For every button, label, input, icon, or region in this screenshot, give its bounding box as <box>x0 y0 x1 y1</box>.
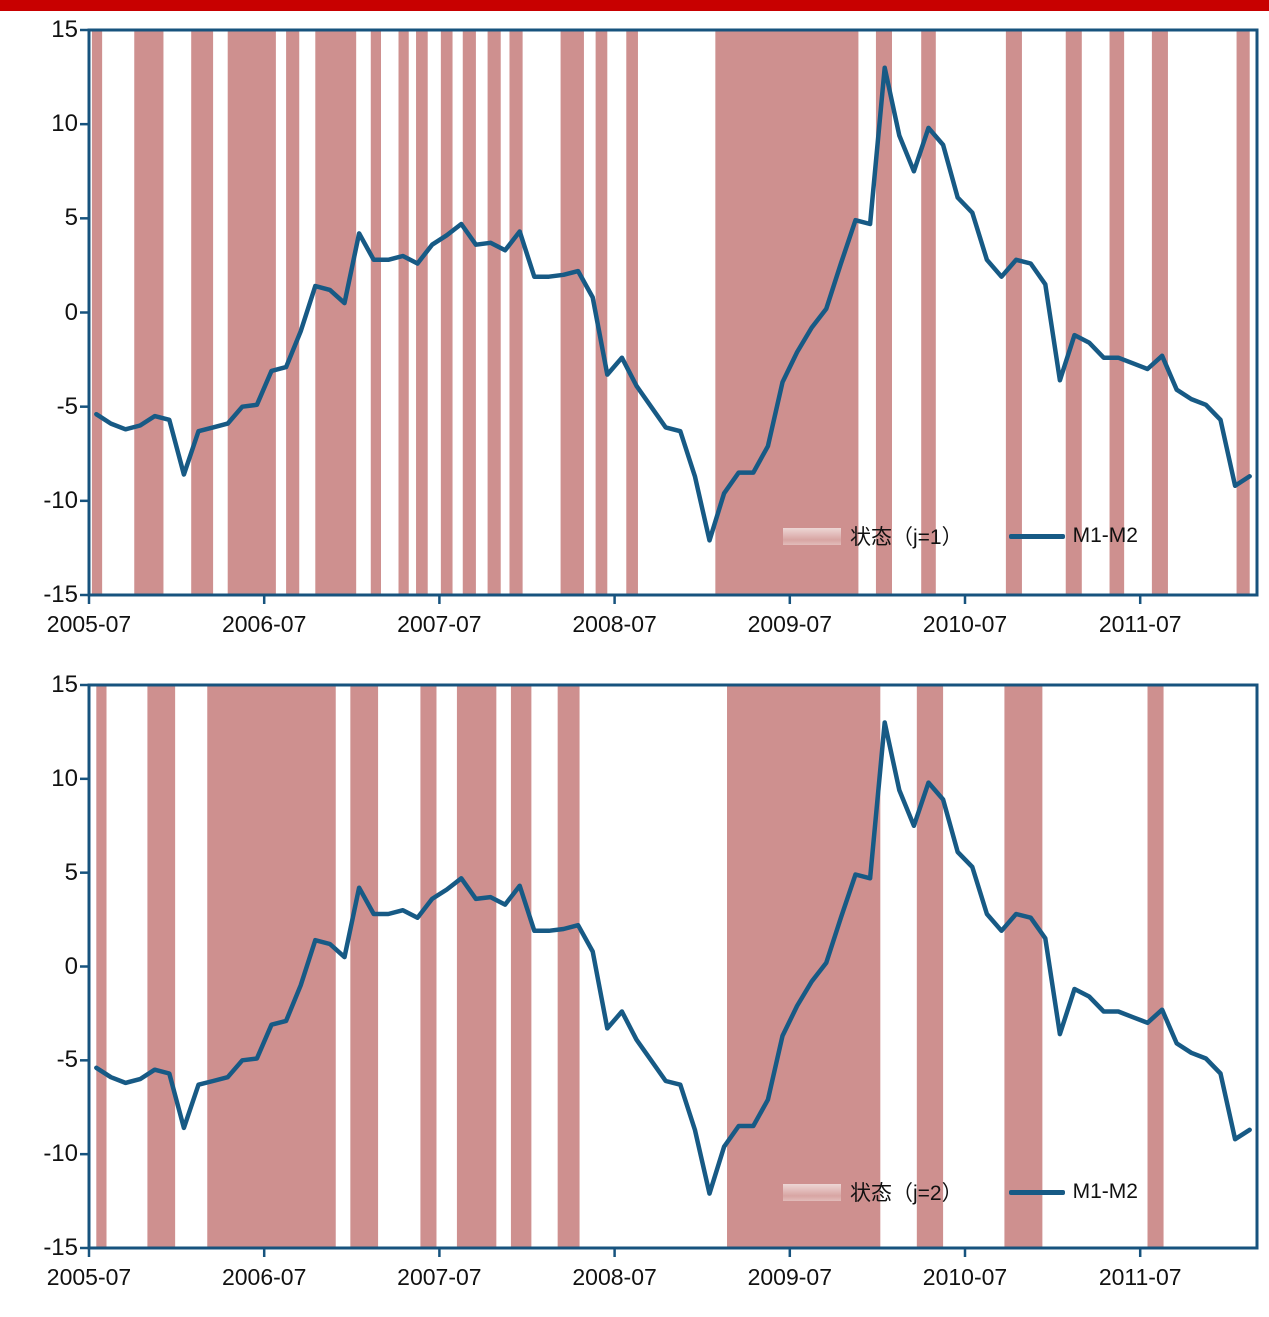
x-axis-label: 2005-07 <box>46 1264 132 1290</box>
chart-j1-legend: 状态（j=1） M1-M2 <box>783 524 1138 549</box>
m1-m2-line <box>94 720 1252 1196</box>
state-band <box>487 30 501 595</box>
m1-m2-line-legend-sample <box>1008 533 1065 539</box>
x-axis-label: 2010-07 <box>922 611 1008 637</box>
state-band <box>227 30 276 595</box>
x-axis-label: 2006-07 <box>221 611 307 637</box>
x-axis-label: 2010-07 <box>922 1264 1008 1290</box>
state-band <box>191 30 214 595</box>
y-axis-label: 10 <box>51 110 78 138</box>
state-legend-label: 状态（j=2） <box>850 1182 963 1205</box>
top-red-bar <box>0 0 1269 11</box>
y-axis-label: 0 <box>64 298 78 326</box>
state-band <box>416 30 428 595</box>
x-axis-label: 2008-07 <box>572 611 657 637</box>
m1-m2-legend-label: M1-M2 <box>1072 524 1138 547</box>
state-band <box>1147 685 1164 1248</box>
state-band <box>315 30 357 595</box>
m1-m2-legend-label: M1-M2 <box>1072 1180 1138 1203</box>
x-axis-label: 2011-07 <box>1098 1264 1182 1290</box>
state-band <box>1065 30 1082 595</box>
x-axis-label: 2005-07 <box>46 611 132 637</box>
x-axis-label: 2006-07 <box>221 1264 307 1290</box>
state-band <box>370 30 381 595</box>
state-band <box>462 30 476 595</box>
y-axis-label: -10 <box>43 1140 78 1168</box>
state-band <box>420 685 437 1248</box>
state-band <box>916 685 944 1248</box>
state-band <box>626 30 638 595</box>
state-band <box>286 30 300 595</box>
state-band <box>875 30 892 595</box>
y-axis-label: 15 <box>51 671 78 698</box>
state-band <box>207 685 336 1248</box>
x-axis-label: 2007-07 <box>397 611 482 637</box>
state-band <box>595 30 608 595</box>
state-band <box>96 685 107 1248</box>
state-band <box>440 30 453 595</box>
y-axis-label: 0 <box>64 952 78 980</box>
state-band <box>509 30 523 595</box>
y-axis-label: -15 <box>43 1234 78 1261</box>
chart-j2-legend: 状态（j=2） M1-M2 <box>783 1180 1138 1205</box>
state-band <box>147 685 176 1248</box>
x-axis-label: 2009-07 <box>747 1264 832 1290</box>
state-band <box>1005 30 1022 595</box>
state-band <box>1109 30 1125 595</box>
x-axis-label: 2007-07 <box>397 1264 482 1290</box>
state-band <box>727 685 881 1248</box>
y-axis-label: 5 <box>64 858 78 886</box>
state-band <box>557 685 580 1248</box>
y-axis-label: -10 <box>43 486 78 514</box>
chart-j1-plot-area <box>80 28 1259 604</box>
x-axis-label: 2008-07 <box>572 1264 657 1290</box>
state-band <box>350 685 379 1248</box>
state-band <box>91 30 103 595</box>
chart-j2-plot-area <box>80 683 1259 1257</box>
y-axis-label: 5 <box>64 204 78 232</box>
state-band <box>456 685 497 1248</box>
state-band <box>715 30 859 595</box>
m1-m2-line-legend-sample <box>1008 1189 1065 1195</box>
state-band <box>1236 30 1250 595</box>
state-band <box>398 30 409 595</box>
state-band-legend-swatch <box>783 527 841 545</box>
state-band <box>1151 30 1168 595</box>
state-band <box>510 685 532 1248</box>
y-axis-label: -5 <box>56 1046 78 1074</box>
state-band <box>1004 685 1043 1248</box>
y-axis-label: 10 <box>51 764 78 792</box>
m1-m2-line <box>94 65 1252 543</box>
state-band <box>560 30 584 595</box>
state-legend-label: 状态（j=1） <box>850 526 963 549</box>
state-band <box>134 30 164 595</box>
y-axis-label: -5 <box>56 392 78 420</box>
x-axis-label: 2009-07 <box>747 611 832 637</box>
state-band-legend-swatch <box>783 1183 841 1201</box>
y-axis-label: -15 <box>43 581 78 608</box>
state-band <box>921 30 936 595</box>
x-axis-label: 2011-07 <box>1098 611 1182 637</box>
y-axis-label: 15 <box>51 16 78 43</box>
